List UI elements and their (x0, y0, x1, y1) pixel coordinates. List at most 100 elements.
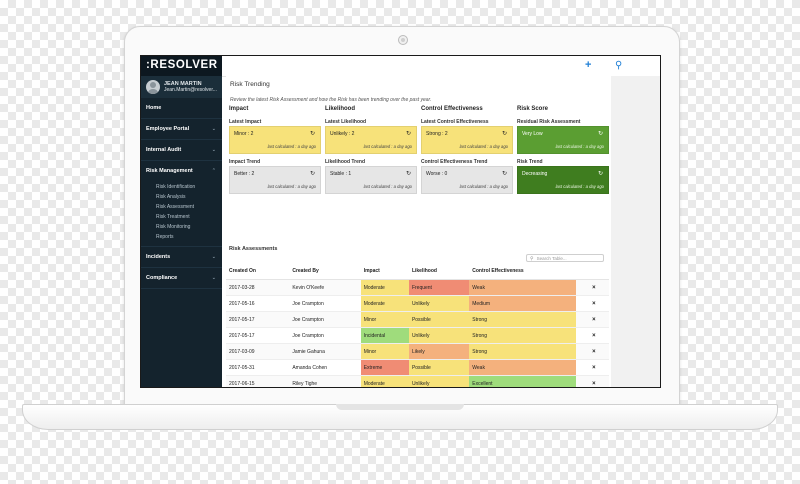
chevron-down-icon: ⌄ (211, 275, 216, 281)
chevron-down-icon: ⌄ (211, 126, 216, 132)
cell-control-effectiveness: Weak (469, 279, 576, 296)
cell-likelihood: Unlikely (408, 327, 470, 344)
cell-control-effectiveness: Strong (469, 327, 576, 344)
sidebar-subitem-risk-monitoring[interactable]: Risk Monitoring (156, 224, 191, 230)
cell-likelihood: Possible (408, 311, 470, 328)
search-icon[interactable]: ⚲ (615, 60, 623, 71)
trend-card[interactable]: Stable : 1 ↻ last calculated : a day ago (325, 166, 417, 194)
sidebar-subitem-reports[interactable]: Reports (156, 234, 174, 240)
latest-label: Latest Impact (229, 119, 262, 125)
user-profile[interactable]: JEAN MARTIN Jean.Martin@resolver... (141, 76, 222, 98)
cell-created-by: Riley Tighe (289, 375, 361, 387)
latest-card[interactable]: Strong : 2 ↻ last calculated : a day ago (421, 126, 513, 154)
add-icon[interactable]: + (585, 59, 592, 71)
refresh-icon[interactable]: ↻ (309, 131, 315, 137)
latest-value: Minor : 2 (234, 131, 254, 137)
column-header-likelihood[interactable]: Likelihood (408, 263, 470, 280)
sidebar-item-label: Home (146, 105, 162, 111)
cell-likelihood: Frequent (408, 279, 470, 296)
sidebar-item-internal-audit[interactable]: Internal Audit ⌄ (141, 140, 222, 161)
cell-likelihood: Likely (408, 343, 470, 360)
last-calculated-note: last calculated : a day ago (459, 184, 508, 189)
refresh-icon[interactable]: ↻ (597, 131, 603, 137)
table-row[interactable]: 2017-05-16 Joe Crampton Moderate Unlikely Me… (226, 295, 609, 312)
chevron-down-icon: ⌄ (211, 147, 216, 153)
risk-submenu: Risk Identification Risk Analysis Risk A… (141, 181, 222, 247)
cell-impact: Extreme (360, 359, 409, 376)
sidebar-item-label: Compliance (146, 275, 178, 281)
avatar (146, 80, 160, 94)
column-header-created-by[interactable]: Created By (289, 263, 361, 280)
trend-card[interactable]: Worse : 0 ↻ last calculated : a day ago (421, 166, 513, 194)
refresh-icon[interactable]: ↻ (309, 171, 315, 177)
cell-impact: Minor (360, 343, 409, 360)
sidebar-item-home[interactable]: Home (141, 98, 222, 119)
table-row[interactable]: 2017-06-15 Riley Tighe Moderate Unlikely Exc… (226, 375, 609, 387)
trend-value: Stable : 1 (330, 171, 352, 177)
sidebar-item-incidents[interactable]: Incidents ⌄ (141, 247, 222, 268)
trend-label: Likelihood Trend (325, 159, 366, 165)
close-icon[interactable]: × (575, 279, 609, 296)
close-icon[interactable]: × (575, 375, 609, 387)
sidebar-subitem-risk-treatment[interactable]: Risk Treatment (156, 214, 190, 220)
trend-value: Better : 2 (234, 171, 255, 177)
trend-column: Impact Latest Impact Minor : 2 ↻ last calcul… (229, 106, 321, 194)
trend-card[interactable]: Decreasing ↻ last calculated : a day ago (517, 166, 609, 194)
close-icon[interactable]: × (575, 327, 609, 344)
sidebar-item-compliance[interactable]: Compliance ⌄ (141, 268, 222, 289)
column-header-created-on[interactable]: Created On (226, 263, 290, 280)
table-row[interactable]: 2017-03-09 Jamie Gahuna Minor Likely Strong × (226, 343, 609, 360)
sidebar: :RESOLVER JEAN MARTIN Jean.Martin@resolv… (141, 56, 222, 387)
close-icon[interactable]: × (575, 359, 609, 376)
close-icon[interactable]: × (575, 343, 609, 360)
sidebar-item-risk-management[interactable]: Risk Management ⌃ (141, 161, 222, 181)
refresh-icon[interactable]: ↻ (597, 171, 603, 177)
table-search-input[interactable]: ⚲ Search Table... (526, 254, 604, 262)
refresh-icon[interactable]: ↻ (405, 131, 411, 137)
cell-control-effectiveness: Medium (469, 295, 576, 312)
trend-column-header: Impact (229, 106, 249, 112)
latest-label: Residual Risk Assessment (517, 119, 581, 125)
trend-column-header: Control Effectiveness (421, 106, 483, 112)
column-header-control-effectiveness[interactable]: Control Effectiveness (469, 263, 576, 280)
sidebar-subitem-risk-identification[interactable]: Risk Identification (156, 184, 196, 190)
search-placeholder: Search Table... (536, 256, 567, 261)
table-row[interactable]: 2017-03-28 Kevin O'Keefe Moderate Frequent W… (226, 279, 609, 296)
cell-likelihood: Possible (408, 359, 470, 376)
sidebar-item-label: Risk Management (146, 168, 193, 174)
table-row[interactable]: 2017-05-17 Joe Crampton Minor Possible Stron… (226, 311, 609, 328)
table-row[interactable]: 2017-05-17 Joe Crampton Incidental Unlikely… (226, 327, 609, 344)
last-calculated-note: last calculated : a day ago (459, 144, 508, 149)
last-calculated-note: last calculated : a day ago (555, 144, 604, 149)
last-calculated-note: last calculated : a day ago (363, 184, 412, 189)
latest-card[interactable]: Unlikely : 2 ↻ last calculated : a day ago (325, 126, 417, 154)
user-email: Jean.Martin@resolver... (164, 87, 217, 93)
logo[interactable]: :RESOLVER (141, 56, 222, 76)
sidebar-item-employee-portal[interactable]: Employee Portal ⌄ (141, 119, 222, 140)
cell-control-effectiveness: Strong (469, 343, 576, 360)
sidebar-subitem-risk-assessment[interactable]: Risk Assessment (156, 204, 195, 210)
risk-trending-title: Risk Trending (230, 81, 270, 88)
latest-card[interactable]: Very Low ↻ last calculated : a day ago (517, 126, 609, 154)
latest-value: Strong : 2 (426, 131, 448, 137)
laptop-notch (336, 404, 464, 410)
last-calculated-note: last calculated : a day ago (363, 144, 412, 149)
column-header-impact[interactable]: Impact (360, 263, 409, 280)
cell-created-by: Joe Crampton (289, 311, 361, 328)
refresh-icon[interactable]: ↻ (501, 171, 507, 177)
close-icon[interactable]: × (575, 295, 609, 312)
cell-created-on: 2017-05-31 (226, 359, 290, 376)
last-calculated-note: last calculated : a day ago (555, 184, 604, 189)
cell-control-effectiveness: Strong (469, 311, 576, 328)
refresh-icon[interactable]: ↻ (501, 131, 507, 137)
sidebar-subitem-risk-analysis[interactable]: Risk Analysis (156, 194, 186, 200)
user-name: JEAN MARTIN (164, 81, 202, 87)
trend-card[interactable]: Better : 2 ↻ last calculated : a day ago (229, 166, 321, 194)
last-calculated-note: last calculated : a day ago (267, 144, 316, 149)
close-icon[interactable]: × (575, 311, 609, 328)
table-row[interactable]: 2017-05-31 Amanda Cohen Extreme Possible Wea… (226, 359, 609, 376)
last-calculated-note: last calculated : a day ago (267, 184, 316, 189)
refresh-icon[interactable]: ↻ (405, 171, 411, 177)
latest-card[interactable]: Minor : 2 ↻ last calculated : a day ago (229, 126, 321, 154)
chevron-down-icon: ⌄ (211, 254, 216, 260)
